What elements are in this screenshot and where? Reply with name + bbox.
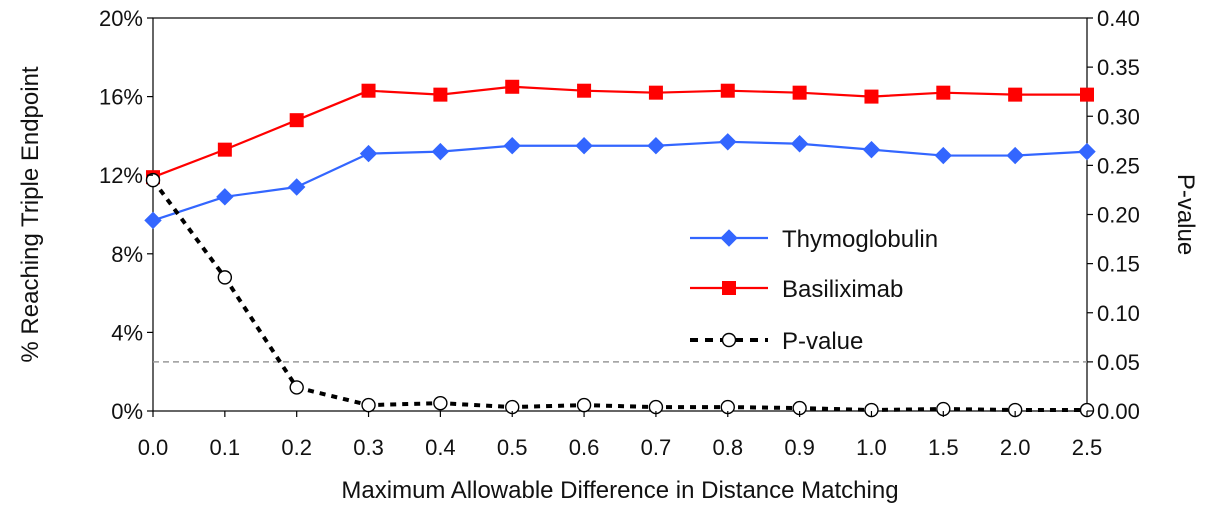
y2-tick-label: 0.40 [1097, 6, 1140, 31]
basiliximab-point [864, 89, 879, 104]
thymoglobulin-point [934, 146, 953, 165]
thymoglobulin-point [503, 137, 521, 155]
thymoglobulin-point [359, 144, 378, 163]
legend-label: Basiliximab [782, 276, 903, 303]
basiliximab-point [936, 85, 951, 100]
y2-tick-label: 0.15 [1097, 252, 1140, 277]
x-tick-label: 0.6 [569, 435, 600, 460]
y2-tick-label: 0.25 [1097, 153, 1140, 178]
thymoglobulin-point [431, 142, 450, 161]
series-thymoglobulin [144, 133, 1096, 230]
plot-area [152, 17, 1088, 412]
x-tick-label: 0.4 [425, 435, 456, 460]
basiliximab-point [577, 83, 592, 98]
series-layer [144, 79, 1096, 418]
x-axis-title: Maximum Allowable Difference in Distance… [341, 477, 898, 504]
x-tick-label: 0.0 [138, 435, 169, 460]
thymoglobulin-point [790, 135, 809, 153]
basiliximab-point [1008, 87, 1023, 102]
x-tick-label: 0.5 [497, 435, 528, 460]
thymoglobulin-point [647, 137, 665, 155]
y-axis-title: % Reaching Triple Endpoint [17, 66, 44, 363]
basiliximab-point [433, 87, 448, 102]
basiliximab-point [648, 85, 663, 100]
basiliximab-point [217, 142, 232, 157]
legend-label: P-value [782, 328, 863, 355]
x-tick-label: 1.0 [856, 435, 887, 460]
series-line [151, 178, 1087, 413]
y2-axis-title: P-value [1172, 174, 1199, 255]
p-value-point [289, 380, 304, 395]
basiliximab-point [505, 79, 520, 94]
y2-tick-label: 0.30 [1097, 104, 1140, 129]
thymoglobulin-point [720, 229, 738, 247]
x-tick-label: 0.9 [784, 435, 815, 460]
x-tick-label: 1.5 [928, 435, 959, 460]
thymoglobulin-point [575, 137, 593, 155]
thymoglobulin-point [1078, 142, 1096, 161]
plot-border [152, 17, 1088, 412]
y-tick-label: 4% [111, 320, 143, 345]
thymoglobulin-point [862, 140, 881, 159]
basiliximab-point [289, 113, 304, 128]
y-tick-label: 20% [99, 6, 143, 31]
y2-tick-label: 0.05 [1097, 350, 1140, 375]
y2-tick-label: 0.10 [1097, 301, 1140, 326]
x-tick-label: 2.5 [1072, 435, 1103, 460]
series-line [152, 140, 1088, 222]
thymoglobulin-point [216, 188, 234, 206]
y-tick-label: 0% [111, 399, 143, 424]
p-value-point [433, 395, 448, 411]
basiliximab-point [720, 83, 735, 98]
basiliximab-point [1080, 87, 1094, 102]
y-tick-label: 8% [111, 242, 143, 267]
series-line [152, 85, 1087, 179]
thymoglobulin-point [1006, 146, 1024, 165]
x-tick-label: 0.7 [641, 435, 672, 460]
thymoglobulin-point [144, 211, 162, 230]
legend-label: Thymoglobulin [782, 226, 938, 253]
thymoglobulin-point [287, 178, 306, 196]
x-tick-label: 0.2 [281, 435, 312, 460]
basiliximab-point [722, 281, 736, 295]
basiliximab-point [792, 85, 807, 100]
p-value-point [217, 270, 233, 285]
series-basiliximab [146, 79, 1094, 185]
legend: Thymoglobulin Basiliximab P-value [690, 226, 938, 355]
p-value-point [576, 397, 592, 413]
p-value-point [145, 172, 161, 188]
thymoglobulin-point [719, 133, 737, 151]
axes-layer: 0% 4% 8% 12% 16% 20% 0.00 0.05 0.10 0.15 0.20 0.25 0… [99, 6, 1140, 460]
series-p-value [145, 172, 1095, 418]
y-tick-label: 16% [99, 85, 143, 110]
p-value-point [361, 397, 376, 413]
y2-tick-label: 0.20 [1097, 203, 1140, 228]
y2-tick-label: 0.35 [1097, 55, 1140, 80]
x-tick-label: 2.0 [1000, 435, 1031, 460]
x-tick-label: 0.3 [353, 435, 384, 460]
y-tick-label: 12% [99, 163, 143, 188]
x-tick-label: 0.8 [712, 435, 743, 460]
basiliximab-point [361, 83, 376, 98]
x-tick-label: 0.1 [210, 435, 241, 460]
p-value-point [721, 332, 737, 348]
y2-tick-label: 0.00 [1097, 399, 1140, 424]
